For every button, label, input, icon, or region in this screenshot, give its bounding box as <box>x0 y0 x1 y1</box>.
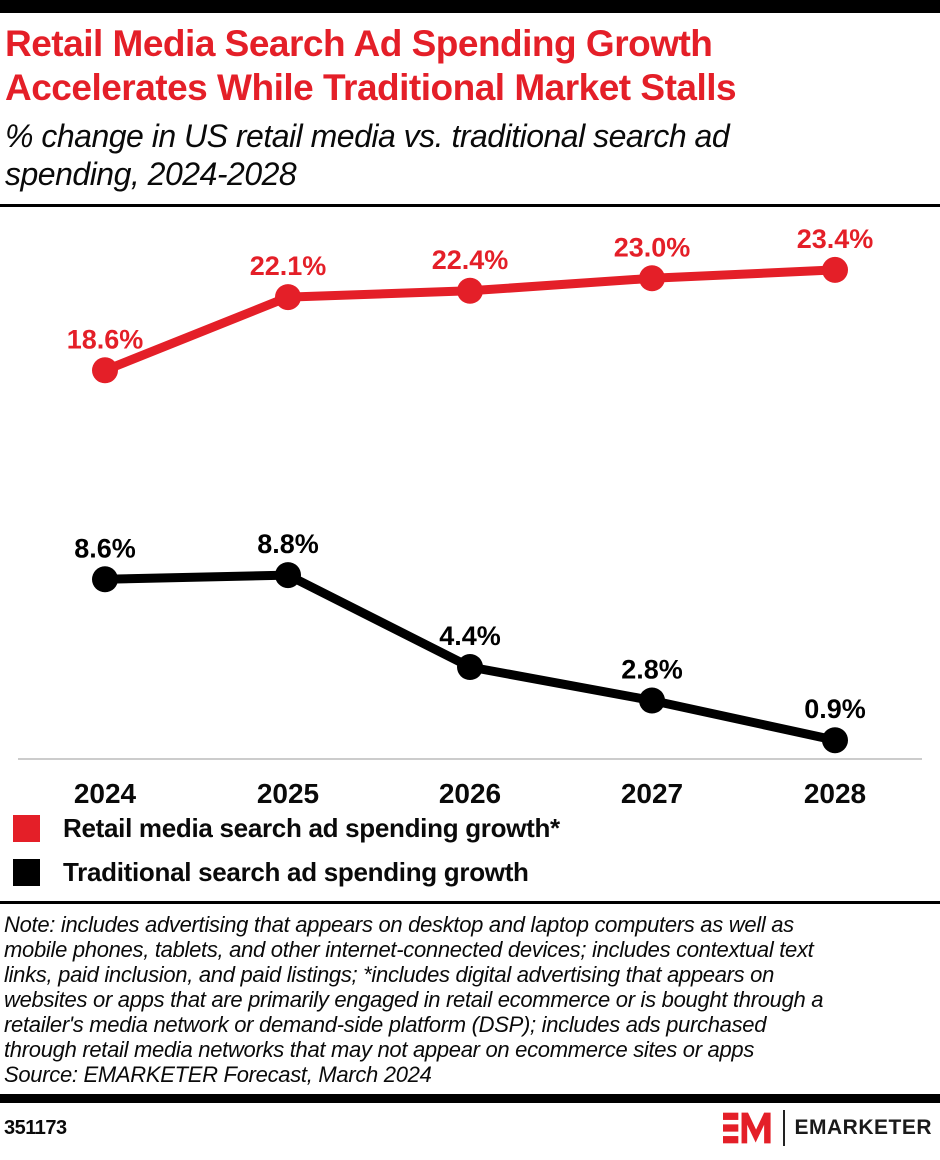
data-point <box>639 265 665 292</box>
series-retail-media: 18.6% 22.1% 22.4% 23.0% 23.4% <box>67 224 874 384</box>
series-traditional: 8.6% 8.8% 4.4% 2.8% 0.9% <box>74 529 866 754</box>
x-axis-label-2026: 2026 <box>439 778 501 807</box>
x-axis-label-2028: 2028 <box>804 778 866 807</box>
emarketer-monogram-icon <box>723 1112 772 1144</box>
brand-name: EMARKETER <box>794 1116 932 1139</box>
chart-title-line-1: Retail Media Search Ad Spending Growth <box>5 23 713 64</box>
data-point <box>639 687 665 714</box>
data-point-label: 4.4% <box>439 621 501 651</box>
data-point <box>457 277 483 304</box>
note-line: Note: includes advertising that appears … <box>4 912 794 937</box>
header-divider <box>0 204 940 207</box>
note-line: links, paid inclusion, and paid listings… <box>4 962 775 987</box>
source-text: Source: EMARKETER Forecast, March 2024 <box>4 1062 432 1087</box>
chart-id: 351173 <box>4 1116 67 1139</box>
note-line: retailer's media network or demand-side … <box>4 1012 767 1037</box>
data-point-label: 8.8% <box>257 529 319 559</box>
chart-subtitle: % change in US retail media vs. traditio… <box>0 117 940 193</box>
data-point <box>822 727 848 754</box>
legend-swatch-retail-media <box>13 815 40 842</box>
data-point-label: 22.1% <box>250 251 327 281</box>
data-point-label: 22.4% <box>432 245 509 275</box>
data-point-label: 23.0% <box>614 232 691 262</box>
data-point-label: 8.6% <box>74 533 136 563</box>
data-point-label: 23.4% <box>797 224 874 254</box>
legend-item-traditional: Traditional search ad spending growth <box>13 857 940 888</box>
top-border-bar <box>0 0 940 13</box>
data-point-label: 18.6% <box>67 324 144 354</box>
data-point-label: 0.9% <box>804 694 866 724</box>
footer: 351173 EMARKETER <box>0 1105 940 1151</box>
legend-label-retail-media: Retail media search ad spending growth* <box>63 813 560 843</box>
logo-separator <box>783 1110 786 1146</box>
note-divider <box>0 901 940 904</box>
data-point <box>275 562 301 589</box>
chart-legend: Retail media search ad spending growth* … <box>13 813 940 888</box>
chart-subtitle-line-2: spending, 2024-2028 <box>5 156 297 192</box>
emarketer-logo: EMARKETER <box>723 1108 932 1148</box>
data-point <box>275 284 301 311</box>
x-axis-label-2027: 2027 <box>621 778 683 807</box>
data-point <box>92 357 118 384</box>
bottom-border-bar <box>0 1094 940 1103</box>
note-line: mobile phones, tablets, and other intern… <box>4 937 814 962</box>
chart-title-line-2: Accelerates While Traditional Market Sta… <box>5 67 737 108</box>
data-point <box>822 256 848 283</box>
legend-swatch-traditional <box>13 859 40 886</box>
note-line: websites or apps that are primarily enga… <box>4 987 824 1012</box>
data-point <box>457 654 483 680</box>
note-line: through retail media networks that may n… <box>4 1037 755 1062</box>
line-chart: 2024 2025 2026 2027 2028 18.6% 22.1% 22.4% 23.0%… <box>18 224 922 807</box>
note-text: Note: includes advertising that appears … <box>0 912 940 1062</box>
chart-subtitle-line-1: % change in US retail media vs. traditio… <box>5 118 730 154</box>
chart-title: Retail Media Search Ad Spending Growth A… <box>0 22 940 110</box>
legend-item-retail-media: Retail media search ad spending growth* <box>13 813 940 844</box>
data-point <box>92 566 118 593</box>
data-point-label: 2.8% <box>621 655 683 685</box>
x-axis-label-2025: 2025 <box>257 778 319 807</box>
legend-label-traditional: Traditional search ad spending growth <box>63 857 529 887</box>
x-axis-label-2024: 2024 <box>74 778 137 807</box>
